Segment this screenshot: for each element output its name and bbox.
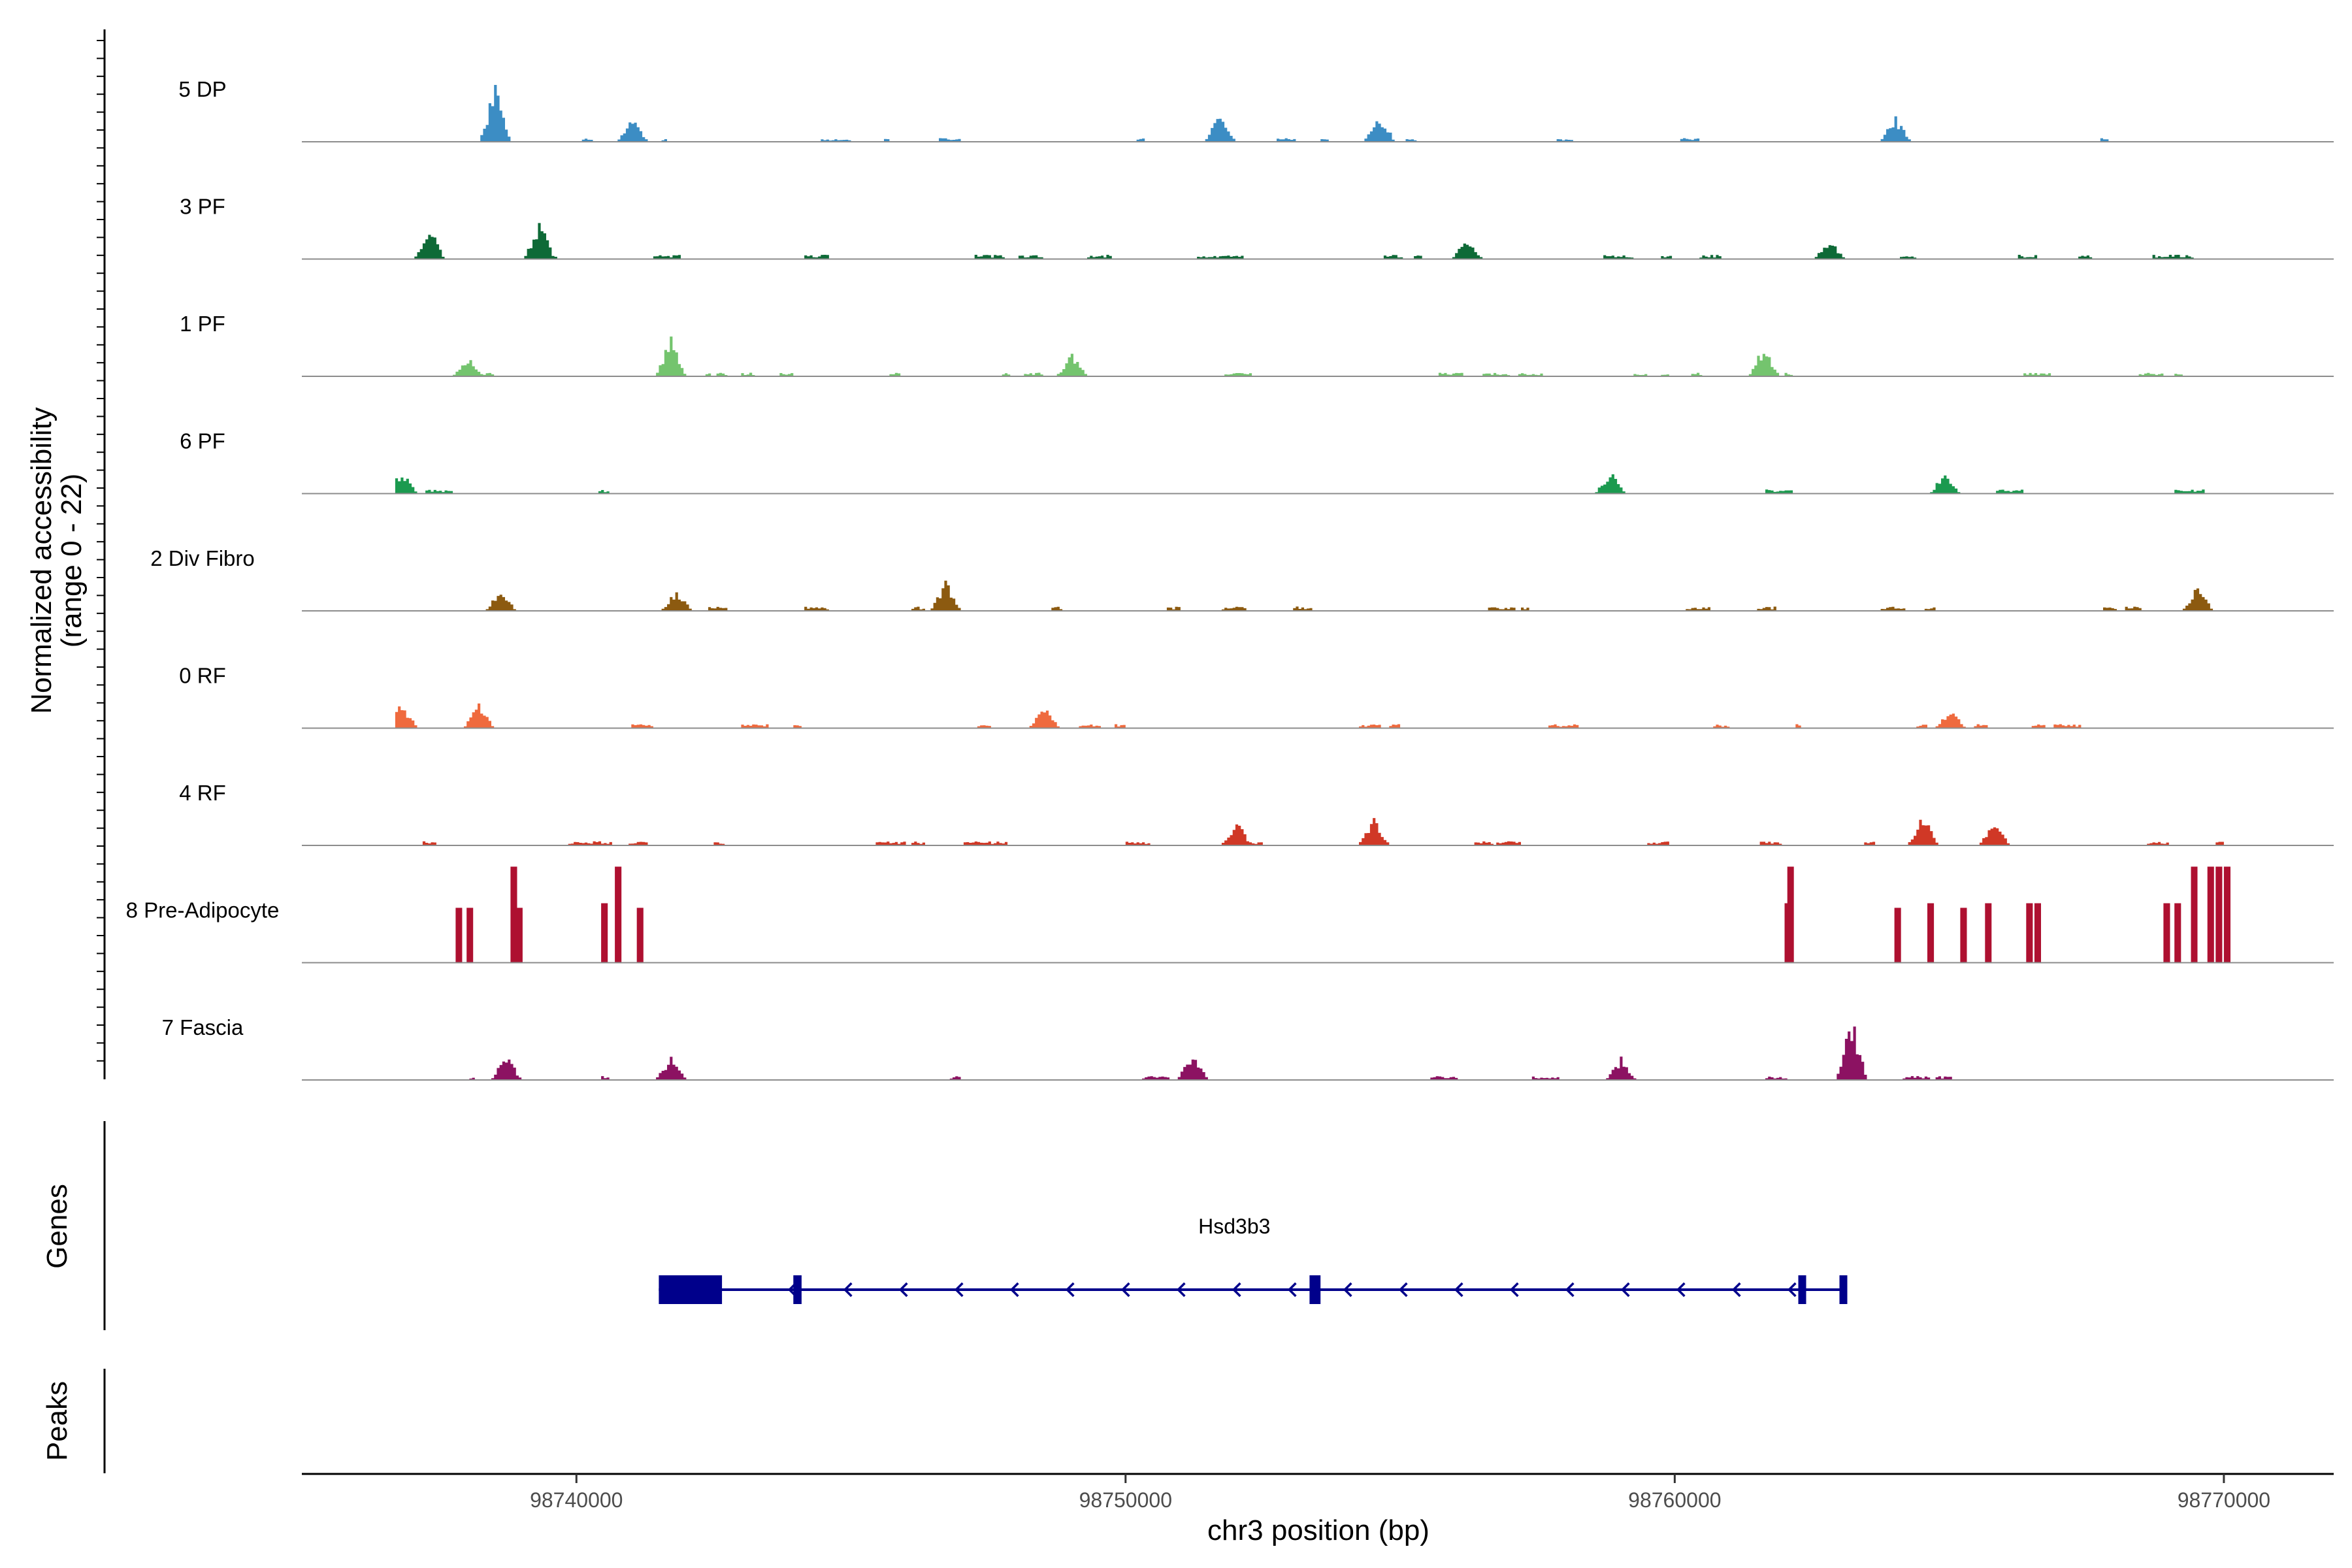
- coverage-signal: [414, 223, 2194, 259]
- strand-arrow: [954, 1282, 964, 1298]
- x-tick-label: 98760000: [1628, 1488, 1721, 1512]
- strand-arrow: [1009, 1282, 1019, 1298]
- coverage-track: 4 RF: [179, 781, 2334, 846]
- gene-name: Hsd3b3: [1198, 1215, 1270, 1238]
- coverage-signal: [469, 1026, 1952, 1080]
- strand-arrow: [1620, 1282, 1630, 1298]
- coverage-signal: [395, 703, 2082, 728]
- x-tick-label: 98750000: [1079, 1488, 1172, 1512]
- track-label: 5 DP: [178, 77, 226, 101]
- coverage-track: 2 Div Fibro: [150, 546, 2334, 612]
- x-tick-label: 98770000: [2178, 1488, 2270, 1512]
- strand-arrow: [1454, 1282, 1463, 1298]
- strand-arrow: [1509, 1282, 1519, 1298]
- coverage-signal: [480, 85, 2109, 142]
- gene-track: Hsd3b3: [103, 1121, 1848, 1473]
- gene-exon: [793, 1275, 802, 1304]
- x-axis: 98740000 98750000 98760000 98770000: [302, 1473, 2334, 1512]
- coverage-signal: [453, 336, 2183, 376]
- strand-arrow: [1731, 1282, 1741, 1298]
- x-axis-title: chr3 position (bp): [1207, 1514, 1429, 1546]
- coverage-track: 8 Pre-Adipocyte: [126, 866, 2334, 964]
- strand-arrow: [1565, 1282, 1575, 1298]
- strand-arrow: [1065, 1282, 1075, 1298]
- peaks-axis-title: Peaks: [41, 1381, 73, 1461]
- strand-arrow: [843, 1282, 853, 1298]
- coverage-signal: [455, 866, 2231, 963]
- strand-arrow: [898, 1282, 908, 1298]
- coverage-track: 6 PF: [180, 429, 2334, 495]
- strand-arrow: [1120, 1282, 1130, 1298]
- coverage-y-axis-title: Normalized accessibility: [25, 407, 57, 713]
- coverage-tracks: 5 DP 3 PF 1 PF 6 PF 2 Div Fibro 0 RF 4 RF 8 Pre…: [126, 77, 2334, 1081]
- strand-arrow: [1398, 1282, 1408, 1298]
- track-label: 6 PF: [180, 429, 225, 453]
- coverage-track: 5 DP: [178, 77, 2334, 142]
- track-label: 1 PF: [180, 312, 225, 336]
- coverage-track: 1 PF: [180, 312, 2334, 377]
- x-tick-label: 98740000: [530, 1488, 623, 1512]
- gene-exon: [1839, 1275, 1848, 1304]
- track-label: 8 Pre-Adipocyte: [126, 898, 280, 923]
- coverage-track: 0 RF: [179, 664, 2334, 729]
- strand-arrow: [1287, 1282, 1297, 1298]
- coverage-track: 7 Fascia: [162, 1015, 2334, 1081]
- coverage-y-axis: [97, 29, 106, 1079]
- coverage-signal: [422, 818, 2224, 845]
- strand-arrow: [1787, 1282, 1797, 1298]
- track-label: 3 PF: [180, 195, 225, 219]
- gene-exon: [659, 1275, 723, 1304]
- coverage-signal: [395, 474, 2205, 494]
- genes-axis-title: Genes: [41, 1184, 73, 1269]
- track-label: 2 Div Fibro: [150, 546, 255, 570]
- strand-arrow: [1232, 1282, 1241, 1298]
- coverage-signal: [485, 580, 2213, 611]
- track-label: 4 RF: [179, 781, 226, 805]
- strand-arrow: [1343, 1282, 1352, 1298]
- gene-exon: [1798, 1275, 1806, 1304]
- track-label: 0 RF: [179, 664, 226, 688]
- coverage-y-axis-subtitle: (range 0 - 22): [56, 474, 88, 648]
- track-label: 7 Fascia: [162, 1015, 244, 1039]
- strand-arrow: [1676, 1282, 1686, 1298]
- strand-arrow: [1176, 1282, 1186, 1298]
- coverage-track: 3 PF: [180, 195, 2334, 260]
- gene-exon: [1309, 1275, 1321, 1304]
